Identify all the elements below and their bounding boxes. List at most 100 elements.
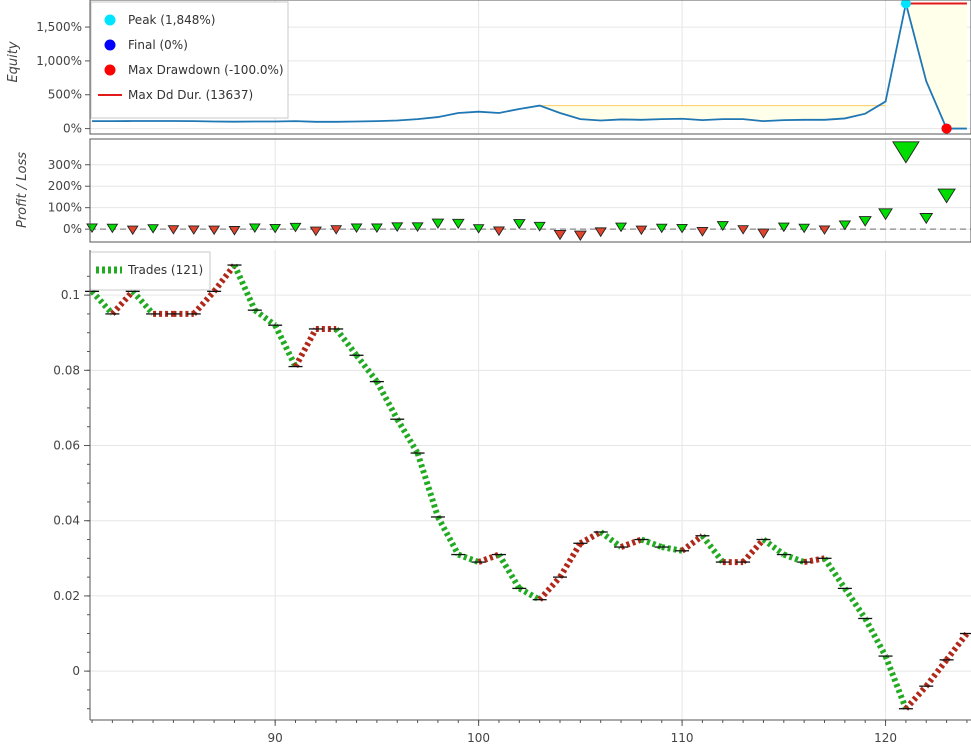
legend-dd-duration-label: Max Dd Dur. (13637) [128,88,253,102]
trade-segment-27 [641,540,661,548]
equity-drawdown-area [214,4,967,129]
trade-segment-39 [886,656,906,709]
pl-frame [90,139,971,242]
pl-marker-37 [839,221,850,230]
pl-marker-25 [595,228,606,237]
pl-marker-33 [758,229,769,238]
trade-segment-14 [377,382,397,420]
trade-segment-36 [825,558,845,588]
pl-marker-12 [331,226,341,234]
trade-segment-41 [926,660,946,686]
trade-segment-20 [499,555,519,589]
trade-segment-29 [682,536,702,551]
pl-marker-10 [290,223,300,231]
trade-segment-21 [519,588,539,599]
pl-marker-14 [372,224,382,232]
pl-marker-16 [412,223,422,231]
pl-marker-29 [677,224,687,232]
legend-maxdd-label: Max Drawdown (-100.0%) [128,63,284,77]
trade-segment-37 [845,588,865,618]
pl-marker-36 [819,226,829,234]
trade-segment-23 [560,543,580,577]
xtick-label-1: 100 [467,731,490,743]
trade-segment-9 [275,325,295,366]
ohlc-y-axis: 00.020.040.060.080.1 [53,276,90,708]
equity-y-axis: 0%500%1,000%1,500% [36,20,90,136]
xtick-label-0: 90 [268,731,283,743]
ohlc-price-ticks [85,265,971,709]
pl-marker-15 [392,223,402,231]
pl-marker-6 [209,226,219,234]
pl-marker-9 [270,224,280,232]
trade-segment-16 [418,453,438,517]
trade-segment-18 [458,555,478,563]
pl-marker-41 [920,213,932,223]
panel-equity: 0%500%1,000%1,500% Equity Peak (1,848%) … [6,0,971,136]
ohlc-grid [90,250,971,720]
pl-marker-17 [432,219,443,228]
drawdown-area-2 [906,4,967,129]
trade-segment-7 [234,265,254,310]
pl-marker-8 [250,224,260,232]
ohlc-ytick-label-0: 0 [72,664,80,678]
pl-marker-20 [494,227,504,235]
pl-marker-26 [616,223,626,231]
pl-marker-1 [107,224,117,232]
pl-marker-38 [859,217,871,226]
pl-marker-34 [779,223,789,231]
pl-marker-42 [938,189,955,203]
ohlc-trades [92,265,967,709]
xtick-label-3: 120 [874,731,897,743]
legend-final-label: Final (0%) [128,38,188,52]
pl-marker-5 [189,226,199,234]
panel-profit-loss: 0%100%200%300% Profit / Loss [15,139,971,242]
equity-axis-title: Equity [6,41,21,82]
ohlc-ytick-label-2: 0.04 [53,514,80,528]
pl-marker-4 [168,226,178,234]
legend-trades-label: Trades (121) [127,263,203,277]
pl-ytick-label-1: 100% [48,201,82,215]
drawdown-area-1 [540,102,886,122]
pl-marker-2 [128,226,138,234]
pl-marker-23 [554,230,565,239]
trade-segment-25 [601,532,621,547]
pl-ytick-label-2: 200% [48,179,82,193]
trade-segment-38 [865,618,885,656]
trades-legend: Trades (121) [90,252,210,290]
equity-legend: Peak (1,848%) Final (0%) Max Drawdown (-… [91,2,288,118]
trade-segment-10 [295,329,315,367]
trade-segment-33 [763,540,783,555]
trade-segment-40 [906,686,926,709]
pl-marker-13 [351,224,361,232]
pl-grid [90,139,971,242]
legend-peak-label: Peak (1,848%) [128,13,215,27]
equity-ytick-label-0: 0% [63,122,82,136]
ohlc-ytick-label-1: 0.02 [53,589,80,603]
equity-ytick-label-2: 1,000% [36,54,82,68]
pl-ytick-label-0: 0% [63,222,82,236]
trade-segment-12 [336,329,356,355]
pl-marker-18 [453,219,464,228]
pl-marker-32 [738,226,748,234]
legend-maxdd-marker [105,65,116,76]
pl-marker-40 [893,142,919,163]
equity-ytick-label-1: 500% [48,88,82,102]
pl-marker-39 [879,209,892,220]
trade-segment-26 [621,540,641,548]
pl-marker-27 [636,226,646,234]
max-drawdown-marker [942,124,952,134]
pl-ytick-label-3: 300% [48,158,82,172]
trade-segment-19 [479,555,499,563]
legend-final-marker [105,40,116,51]
trade-segment-32 [743,540,763,563]
ohlc-ytick-label-3: 0.06 [53,439,80,453]
pl-marker-7 [229,227,239,235]
pl-marker-11 [311,227,321,235]
ohlc-ytick-label-4: 0.08 [53,363,80,377]
trade-segment-8 [255,310,275,325]
trade-segment-13 [357,355,377,381]
